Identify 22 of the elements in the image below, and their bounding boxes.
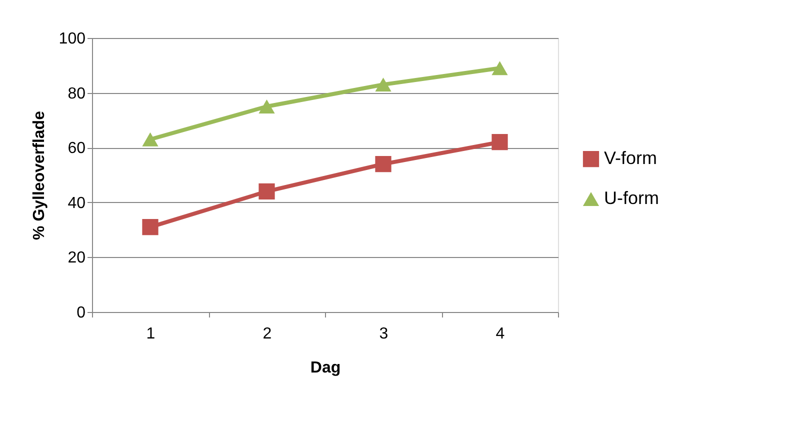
point	[492, 134, 508, 150]
point	[142, 219, 158, 236]
point	[258, 183, 275, 200]
point	[375, 78, 392, 92]
legend-label: V-form	[604, 148, 658, 168]
y-tick-label: 0	[76, 304, 86, 322]
y-tick-label: 100	[58, 30, 86, 48]
y-tick-label: 80	[68, 85, 86, 102]
point	[492, 61, 508, 76]
x-tick-label: 1	[146, 326, 156, 342]
x-axis-title: Dag	[310, 360, 341, 376]
y-axis-title: % Gylleoverflade	[30, 110, 48, 240]
y-tick-label: 40	[68, 194, 86, 212]
legend-label: U-form	[604, 188, 659, 208]
y-tick-label: 20	[68, 250, 86, 267]
x-tick-label: 4	[496, 326, 505, 342]
point	[142, 132, 158, 146]
point	[258, 100, 275, 114]
point	[375, 156, 392, 172]
y-tick-label: 60	[68, 140, 86, 158]
x-tick-label: 3	[379, 326, 388, 342]
x-tick-label: 2	[262, 326, 272, 342]
